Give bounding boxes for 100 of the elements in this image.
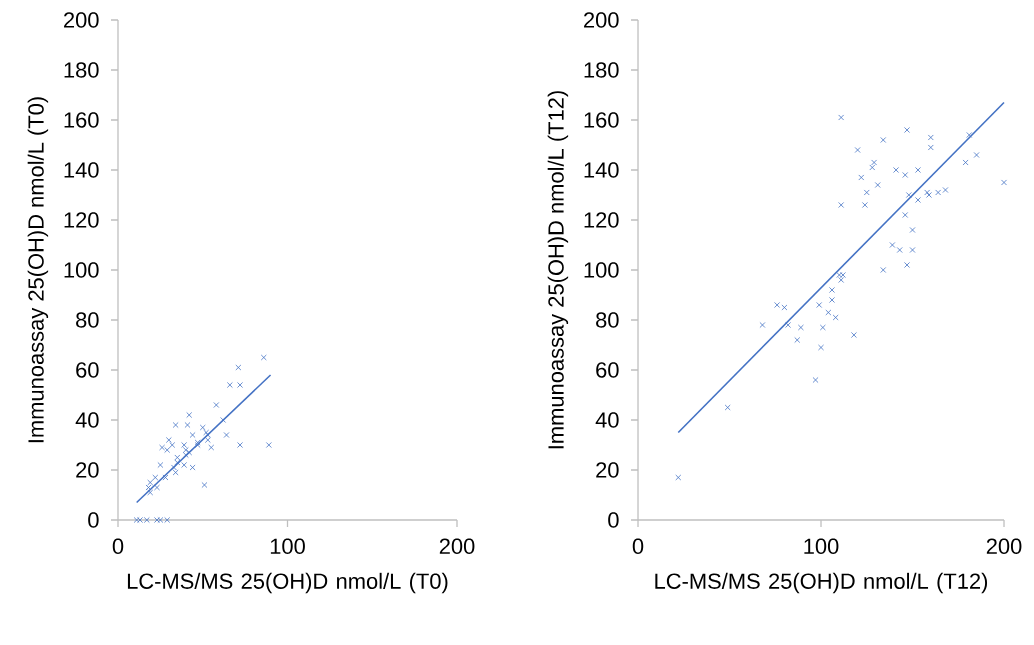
point [838, 114, 845, 121]
point [1001, 179, 1007, 186]
y-tick-label: 20 [596, 462, 619, 478]
point [223, 432, 230, 438]
point [201, 482, 208, 488]
point [902, 212, 909, 218]
y-tick-label: 60 [76, 362, 99, 378]
y-tick-label: 80 [76, 312, 99, 328]
point [785, 322, 792, 328]
point [942, 187, 949, 193]
point [935, 189, 942, 196]
point [880, 137, 887, 143]
point [889, 242, 896, 248]
y-tick-label: 80 [596, 312, 619, 328]
x-axis-title: LC-MS/MS 25(OH)D nmol/L (T12) [655, 572, 988, 594]
point [838, 277, 845, 283]
point [874, 182, 881, 188]
point [812, 377, 819, 383]
point [904, 127, 910, 133]
point [838, 202, 845, 208]
point [869, 164, 876, 171]
point [208, 444, 215, 451]
point [858, 174, 865, 181]
point [818, 344, 824, 351]
y-axis-title: Immunoassay 25(OH)D nmol/L (T12) [547, 91, 569, 449]
y-tick-label: 180 [584, 62, 619, 78]
point [825, 309, 832, 316]
point [902, 172, 909, 178]
point [204, 437, 211, 443]
point [237, 442, 243, 448]
y-tick-label: 120 [64, 212, 99, 228]
point [816, 302, 823, 308]
point [182, 452, 189, 458]
y-axis-title: Immunoassay 25(OH)D nmol/L (T0) [27, 97, 49, 443]
point [794, 337, 801, 343]
point [854, 147, 861, 153]
point [147, 489, 154, 496]
x-tick-label: 0 [112, 538, 124, 555]
point [194, 442, 201, 448]
point [213, 402, 220, 408]
x-tick-label: 200 [986, 538, 1022, 555]
y-tick-label: 20 [76, 462, 99, 478]
point [724, 404, 731, 411]
point [172, 469, 179, 476]
point [909, 227, 916, 233]
point [840, 272, 846, 278]
point [819, 324, 826, 331]
point [927, 144, 934, 151]
point [154, 484, 160, 491]
y-tick-label: 40 [75, 412, 99, 428]
point [172, 422, 179, 428]
y-tick-label: 200 [64, 12, 99, 28]
y-tick-label: 100 [64, 262, 99, 278]
y-tick-label: 140 [64, 162, 99, 178]
point [194, 439, 201, 446]
point [169, 442, 176, 448]
y-tick-label: 200 [584, 12, 619, 28]
point [147, 479, 154, 486]
point [904, 262, 910, 268]
point [924, 189, 931, 196]
y-tick-label: 0 [608, 512, 619, 528]
y-tick-label: 100 [584, 262, 619, 278]
point [152, 474, 159, 481]
point [832, 314, 839, 321]
x-tick-label: 0 [632, 538, 644, 555]
y-tick-label: 180 [64, 62, 99, 78]
point [880, 267, 887, 273]
point [237, 382, 243, 388]
y-tick-label: 160 [64, 112, 99, 128]
point [851, 332, 857, 338]
y-tick-label: 140 [584, 162, 619, 178]
point [966, 132, 973, 138]
point [182, 447, 189, 453]
point [926, 192, 932, 198]
point [774, 302, 781, 308]
point [199, 424, 206, 431]
point [973, 152, 980, 158]
point [871, 159, 878, 166]
point [797, 324, 804, 331]
y-tick-label: 120 [584, 212, 619, 228]
point [896, 247, 903, 253]
point [181, 462, 188, 468]
point [235, 364, 242, 371]
point [905, 192, 912, 198]
point [189, 432, 196, 438]
point [165, 437, 172, 443]
point [204, 432, 211, 438]
point [893, 167, 899, 173]
point [184, 422, 191, 428]
point [203, 429, 210, 436]
point [181, 442, 188, 448]
point [226, 382, 233, 388]
x-tick-label: 100 [804, 538, 839, 555]
point [962, 159, 969, 166]
point [189, 464, 196, 471]
point [260, 354, 267, 361]
y-tick-label: 160 [584, 112, 619, 128]
point [157, 462, 164, 468]
y-tick-label: 60 [596, 362, 619, 378]
point [675, 474, 682, 481]
